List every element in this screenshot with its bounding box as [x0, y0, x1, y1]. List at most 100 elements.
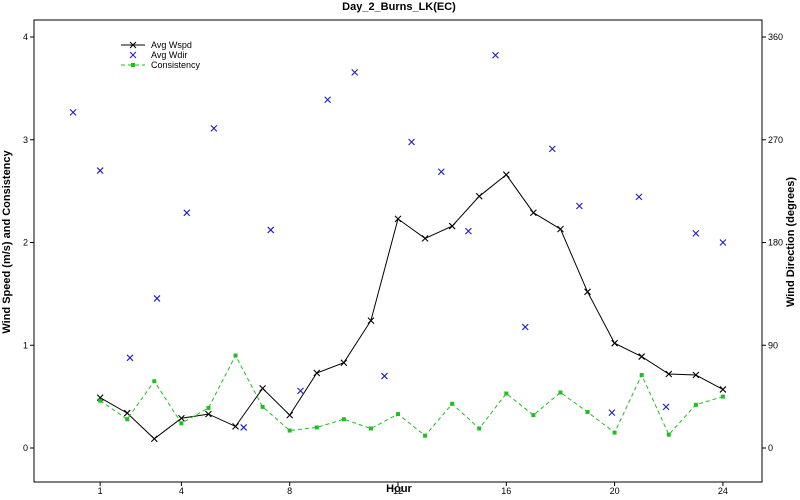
data-point-avg-wdir: [69, 108, 77, 116]
data-point-avg-wspd: [286, 411, 294, 419]
data-point-avg-wdir: [521, 323, 529, 331]
x-axis: 1 4 8 12 16 20 24: [98, 482, 728, 496]
series-layer: [69, 51, 727, 443]
x-axis-title: Hour: [386, 483, 412, 495]
data-point-avg-wdir: [408, 138, 415, 146]
x-tick-label: 1: [98, 486, 103, 496]
legend-entry-avg-wspd: Avg Wspd: [121, 40, 192, 50]
data-point-avg-wdir: [153, 295, 161, 302]
data-point-avg-wdir: [240, 424, 248, 431]
left-y-tick-label: 1: [23, 340, 28, 350]
data-point-avg-wspd: [584, 288, 591, 296]
data-point-avg-wspd: [529, 209, 537, 217]
data-point-consistency: [260, 404, 265, 409]
data-point-consistency: [612, 430, 617, 435]
right-y-tick-label: 360: [768, 32, 783, 42]
x-tick-label: 12: [393, 486, 403, 496]
data-point-consistency: [206, 405, 211, 410]
data-point-avg-wspd: [205, 410, 212, 418]
right-y-tick-label: 0: [768, 443, 773, 453]
left-y-tick-label: 0: [23, 443, 28, 453]
data-point-avg-wdir: [548, 145, 556, 153]
right-y-axis-title: Wind Direction (degrees): [785, 177, 797, 307]
data-point-consistency: [341, 417, 346, 422]
data-point-consistency: [693, 402, 698, 407]
series-line-consistency: [99, 354, 724, 437]
x-tick-label: 20: [610, 486, 620, 496]
data-point-avg-wspd: [340, 359, 348, 367]
x-tick-label: 16: [501, 486, 511, 496]
data-point-avg-wspd: [611, 339, 619, 347]
data-point-avg-wdir: [437, 168, 445, 176]
data-point-avg-wdir: [351, 69, 359, 76]
data-point-avg-wspd: [719, 386, 727, 393]
data-point-avg-wspd: [448, 222, 456, 230]
data-point-avg-wdir: [381, 372, 388, 380]
data-point-consistency: [287, 428, 292, 433]
data-point-avg-wdir: [297, 387, 304, 395]
data-point-consistency: [233, 353, 238, 358]
data-point-avg-wdir: [267, 226, 275, 234]
left-y-tick-label: 3: [23, 135, 28, 145]
data-point-consistency: [666, 432, 671, 437]
data-point-consistency: [450, 401, 455, 406]
data-point-avg-wdir: [692, 229, 700, 237]
left-y-axis-title: Wind Speed (m/s) and Consistency: [1, 149, 13, 333]
legend-marker-avg-wdir: [129, 51, 137, 59]
data-point-avg-wdir: [662, 403, 670, 411]
data-point-avg-wspd: [177, 414, 185, 422]
chart-title: Day_2_Burns_LK(EC): [342, 1, 456, 13]
data-point-avg-wspd: [475, 192, 483, 200]
data-point-avg-wdir: [492, 51, 499, 59]
legend-label-consistency: Consistency: [151, 60, 201, 70]
data-point-avg-wspd: [557, 225, 564, 233]
right-y-tick-label: 90: [768, 340, 778, 350]
data-point-consistency: [314, 425, 319, 430]
left-y-axis: 0 1 2 3 4: [23, 32, 34, 453]
series-line-avg-wspd: [99, 173, 724, 440]
data-point-consistency: [720, 394, 725, 399]
data-point-consistency: [396, 412, 400, 417]
x-tick-label: 8: [287, 486, 292, 496]
data-point-consistency: [423, 433, 428, 438]
left-y-tick-label: 2: [23, 238, 28, 248]
data-point-avg-wspd: [367, 317, 375, 324]
data-point-avg-wdir: [126, 354, 134, 362]
data-point-avg-wspd: [96, 394, 104, 402]
data-point-avg-wspd: [638, 353, 646, 360]
right-y-tick-label: 180: [768, 238, 783, 248]
data-point-consistency: [179, 421, 184, 426]
legend-marker-avg-wspd: [129, 41, 137, 49]
left-y-tick-label: 4: [23, 32, 28, 42]
data-point-avg-wspd: [313, 369, 321, 377]
data-point-consistency: [504, 391, 509, 396]
data-point-avg-wspd: [502, 171, 510, 179]
data-point-avg-wdir: [576, 202, 583, 210]
legend-entry-avg-wdir: Avg Wdir: [129, 50, 187, 60]
data-point-consistency: [125, 417, 130, 422]
x-tick-label: 24: [718, 486, 728, 496]
data-point-consistency: [558, 390, 563, 395]
data-point-avg-wdir: [324, 96, 331, 104]
data-point-consistency: [368, 426, 373, 431]
data-point-avg-wdir: [608, 409, 616, 416]
legend-label-avg-wspd: Avg Wspd: [151, 40, 192, 50]
x-tick-label: 4: [179, 486, 184, 496]
data-point-consistency: [152, 379, 157, 384]
right-y-tick-label: 270: [768, 135, 783, 145]
data-point-consistency: [477, 426, 482, 431]
data-point-consistency: [639, 373, 644, 378]
right-y-axis: 0 90 180 270 360: [762, 32, 783, 453]
data-point-avg-wspd: [150, 435, 158, 443]
legend-label-avg-wdir: Avg Wdir: [151, 50, 187, 60]
data-point-avg-wspd: [692, 371, 700, 379]
data-point-avg-wdir: [635, 193, 643, 201]
data-point-avg-wdir: [96, 167, 104, 174]
data-point-consistency: [98, 398, 103, 403]
data-point-consistency: [585, 410, 590, 415]
data-point-avg-wspd: [259, 385, 267, 392]
data-point-avg-wdir: [465, 227, 472, 235]
data-point-consistency: [531, 413, 536, 418]
data-point-avg-wdir: [210, 124, 218, 132]
